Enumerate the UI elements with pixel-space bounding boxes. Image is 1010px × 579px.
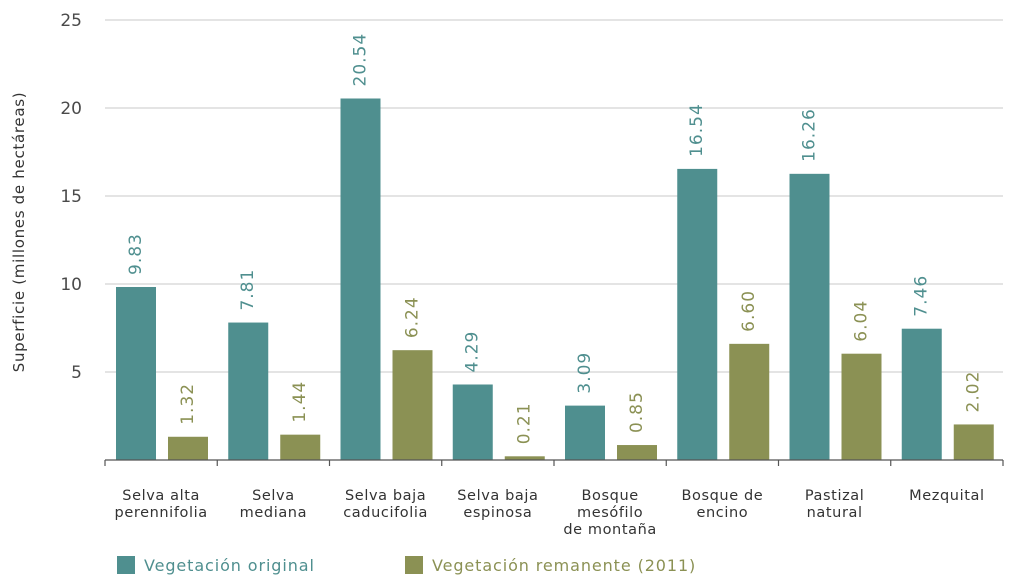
category-label: natural [807,505,863,521]
category-label: mediana [240,505,307,521]
category-label: caducifolia [343,505,428,521]
bar [677,168,718,460]
category-label: Selva baja [345,488,426,504]
category-label: mesófilo [577,505,643,521]
data-label: 16.54 [687,103,707,157]
legend-swatch [405,556,423,574]
legend-label: Vegetación original [144,556,315,575]
data-label: 3.09 [575,352,595,394]
legend-label: Vegetación remanente (2011) [432,556,696,575]
data-label: 0.85 [627,391,647,433]
bar [280,434,321,460]
bar [901,328,942,460]
data-label: 2.02 [964,371,984,413]
category-label: Selva alta [122,488,200,504]
y-tick-label: 20 [60,99,82,119]
bar [168,436,208,460]
data-label: 0.21 [515,402,535,444]
data-label: 16.26 [800,108,820,162]
data-label: 1.32 [178,383,198,425]
legend: Vegetación original Vegetación remanente … [117,556,696,575]
legend-swatch [117,556,135,574]
data-label: 6.60 [739,290,759,332]
bar [617,445,657,460]
category-label: de montaña [563,522,657,538]
y-tick-label: 25 [60,11,82,31]
category-label: Pastizal [805,488,865,504]
data-label: 6.04 [852,300,872,342]
bar [841,353,882,460]
bar [729,343,770,460]
x-axis-ticks [104,460,1004,466]
bar [116,286,156,460]
data-label: 9.83 [126,233,146,275]
category-label: Bosque [581,488,638,504]
bar [953,424,994,460]
bar [392,350,433,460]
data-label: 7.46 [912,275,932,317]
y-tick-label: 15 [60,187,82,207]
category-label: espinosa [463,505,532,521]
bar [228,322,269,460]
bar [565,405,605,460]
data-label: 4.29 [463,331,483,373]
category-label: Selva [252,488,295,504]
data-label: 1.44 [290,381,310,423]
category-label: encino [696,505,748,521]
bar [504,456,545,460]
y-tick-label: 5 [71,363,82,383]
bar [452,384,493,460]
bar [789,173,830,460]
data-label: 7.81 [238,269,258,311]
y-axis-label: Superficie (millones de hectáreas) [10,92,28,373]
bar [340,98,381,460]
category-label: Bosque de [681,488,763,504]
y-axis-ticks: 5 10 15 20 25 [60,11,82,383]
data-label: 6.24 [403,296,423,338]
category-label: Selva baja [457,488,538,504]
category-label: Mezquital [909,488,984,504]
y-tick-label: 10 [60,275,82,295]
bars [116,98,994,460]
category-label: perennifolia [115,505,208,521]
data-label: 20.54 [351,33,371,87]
data-labels: 9.83 1.32 7.81 1.44 20.54 6.24 4.29 0.21 3.09 0.8… [126,33,984,444]
